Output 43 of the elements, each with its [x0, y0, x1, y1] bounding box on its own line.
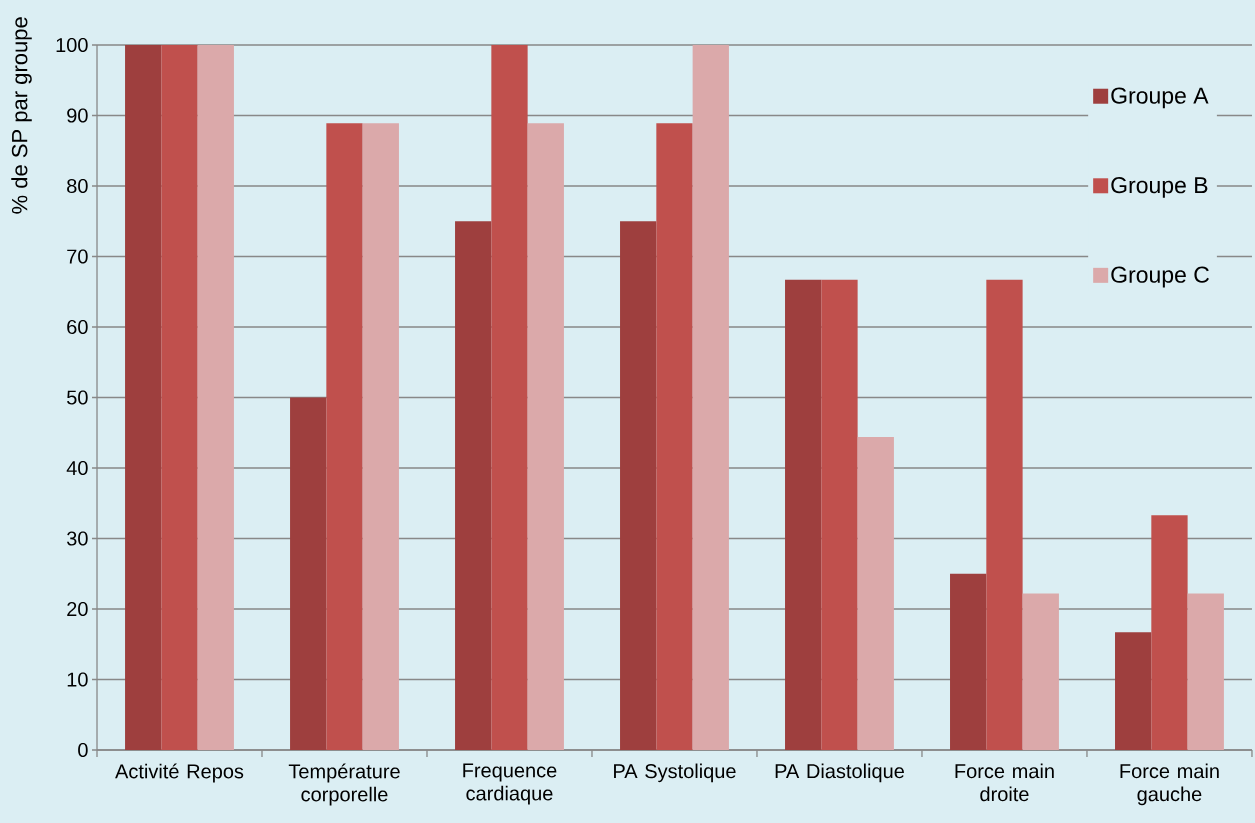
bar — [1187, 593, 1224, 750]
bar — [290, 397, 327, 750]
bar — [857, 436, 894, 750]
y-tick-label: 60 — [67, 319, 88, 335]
bar — [785, 279, 822, 750]
x-tick-label: Activité Repos — [115, 763, 244, 783]
legend-label: Groupe A — [1111, 87, 1209, 109]
legend-label: Groupe B — [1111, 177, 1208, 198]
y-tick-label: 100 — [56, 37, 88, 53]
bar — [455, 221, 492, 750]
y-tick-label: 50 — [67, 390, 88, 405]
y-tick-label: 80 — [67, 178, 88, 194]
y-tick-label: 30 — [66, 531, 88, 546]
bar — [1115, 632, 1152, 750]
bar — [1151, 515, 1188, 750]
bar — [161, 45, 198, 750]
bar — [491, 45, 528, 750]
bar — [950, 573, 987, 750]
bar — [692, 45, 729, 750]
bar — [197, 45, 234, 750]
y-tick-label: 70 — [67, 249, 88, 264]
bar — [527, 123, 564, 750]
x-tick-label: Frequence cardiaque — [463, 763, 557, 805]
y-tick-label: 40 — [66, 460, 88, 476]
legend-label: Groupe C — [1111, 266, 1209, 288]
bar — [620, 221, 657, 750]
x-tick-label: Température corporelle — [288, 763, 400, 806]
x-tick-label: Force main droite — [955, 763, 1054, 802]
x-tick-label: PA Systolique — [614, 763, 736, 783]
bar — [1022, 593, 1059, 750]
y-tick-label: 90 — [67, 108, 88, 123]
y-tick-label: 0 — [78, 742, 88, 758]
bar — [986, 279, 1023, 750]
bar — [326, 123, 363, 750]
bar — [125, 45, 162, 750]
x-tick-label: PA Diastolique — [775, 763, 904, 783]
bar — [821, 279, 858, 750]
bar — [362, 123, 399, 750]
y-tick-label: 10 — [67, 672, 88, 687]
y-tick-label: 20 — [67, 601, 88, 617]
x-tick-label: Force main gauche — [1120, 763, 1219, 806]
bar — [656, 123, 693, 750]
y-axis-title: % de SP par groupe — [11, 17, 32, 214]
